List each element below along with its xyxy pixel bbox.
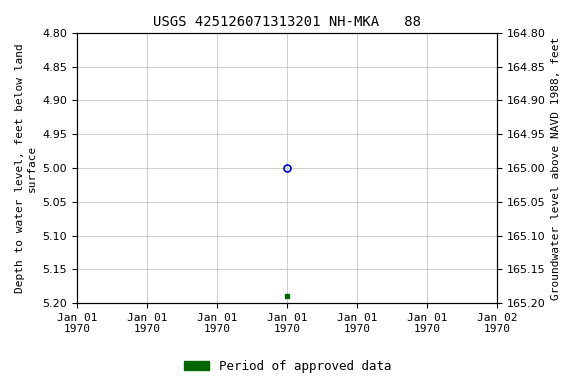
Y-axis label: Groundwater level above NAVD 1988, feet: Groundwater level above NAVD 1988, feet [551, 36, 561, 300]
Title: USGS 425126071313201 NH-MKA   88: USGS 425126071313201 NH-MKA 88 [153, 15, 421, 29]
Y-axis label: Depth to water level, feet below land
surface: Depth to water level, feet below land su… [15, 43, 37, 293]
Legend: Period of approved data: Period of approved data [179, 355, 397, 378]
